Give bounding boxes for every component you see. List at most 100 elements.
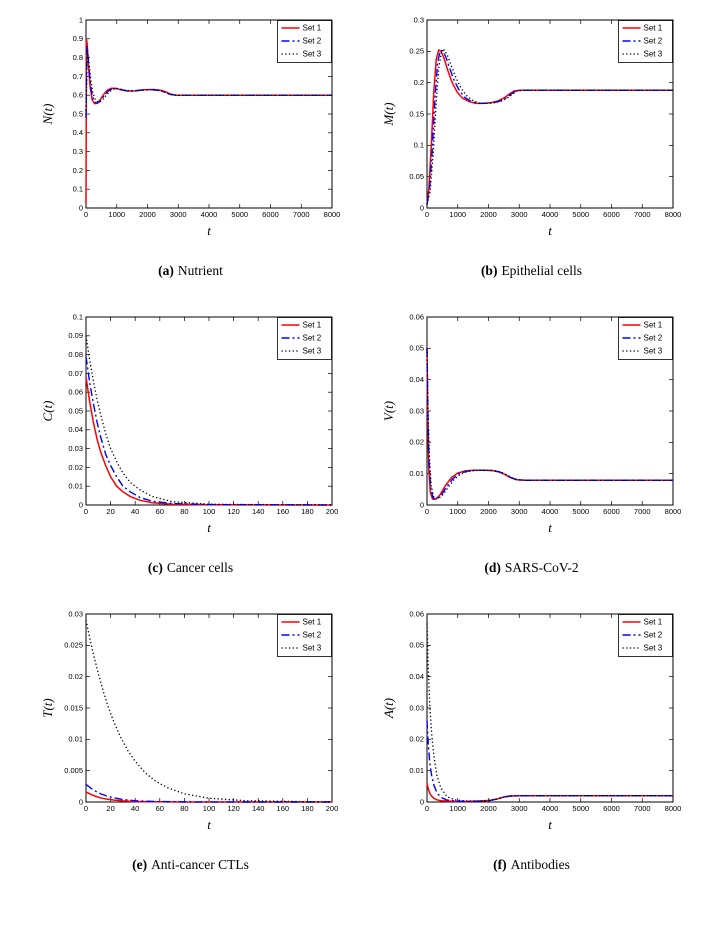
y-tick-label: 0.01 (68, 481, 83, 490)
x-tick-label: 3000 (510, 210, 527, 219)
y-axis-label: C(t) (40, 400, 55, 421)
x-tick-label: 100 (202, 507, 215, 516)
y-tick-label: 0.02 (68, 463, 83, 472)
caption-text: Nutrient (177, 263, 223, 278)
y-tick-label: 0 (78, 203, 82, 212)
x-axis-label: t (207, 817, 211, 832)
y-tick-label: 0.15 (409, 109, 424, 118)
y-tick-label: 0 (419, 203, 423, 212)
caption-tag: (b) (480, 263, 498, 278)
x-tick-label: 1000 (108, 210, 125, 219)
series-set-3 (425, 49, 673, 205)
x-tick-label: 6000 (603, 507, 620, 516)
legend-label: Set 2 (302, 37, 321, 46)
x-tick-label: 180 (301, 804, 314, 813)
x-axis-label: t (207, 520, 211, 535)
caption-e: (e) Anti-cancer CTLs (132, 856, 249, 873)
subplot-a-nutrient: 0 1000 2000 3000 4000 5000 6000 7000 8000 0 0.1 0.2… (40, 10, 342, 279)
legend-label: Set 3 (302, 346, 321, 355)
chart-canvas: 0 1000 2000 3000 4000 5000 6000 7000 8000 0 0.1 0.2… (40, 15, 340, 238)
plot-frame: 0 20 40 60 80 100 120 140 160 180 200 0 0.01 0.02 0.03… (68, 312, 338, 516)
x-tick-label: 3000 (169, 210, 186, 219)
subplot-c-cancer-cells: 0 20 40 60 80 100 120 140 160 180 200 0 0.01 0.02 0.03… (40, 307, 342, 576)
caption-text: Antibodies (510, 856, 570, 872)
y-axis-label: T(t) (40, 698, 55, 718)
legend-label: Set 3 (643, 50, 662, 59)
legend-label: Set 3 (643, 643, 662, 652)
x-tick-label: 7000 (633, 804, 650, 813)
y-axis-label: A(t) (381, 698, 396, 719)
chart-antibodies: 0 1000 2000 3000 4000 5000 6000 7000 8000 0 0.01 0.… (381, 604, 683, 842)
y-tick-label: 0.2 (413, 78, 423, 87)
x-tick-label: 8000 (664, 507, 681, 516)
y-tick-label: 1 (78, 15, 82, 24)
y-tick-label: 0 (78, 500, 82, 509)
y-tick-label: 0.01 (68, 734, 83, 743)
y-tick-label: 0.3 (413, 15, 423, 24)
chart-canvas: 0 20 40 60 80 100 120 140 160 180 200 0 0.005 0.01 0.0… (40, 609, 338, 832)
x-tick-label: 160 (276, 507, 289, 516)
legend-label: Set 2 (302, 630, 321, 639)
y-tick-label: 0.01 (409, 469, 424, 478)
axis-labels: t A(t) (381, 698, 552, 832)
series-set-1 (84, 376, 332, 506)
x-tick-label: 2000 (139, 210, 156, 219)
caption-b: (b) Epithelial cells (480, 263, 583, 279)
legend-label: Set 1 (302, 617, 321, 626)
chart-anti-cancer-ctls: 0 20 40 60 80 100 120 140 160 180 200 0 0.005 0.01 0.0… (40, 604, 342, 842)
y-tick-label: 0.03 (409, 703, 424, 712)
subplot-b-epithelial-cells: 0 1000 2000 3000 4000 5000 6000 7000 8000 0 0.05 0.… (381, 10, 683, 279)
x-tick-label: 6000 (603, 804, 620, 813)
x-tick-label: 5000 (572, 507, 589, 516)
series-set-2 (85, 783, 332, 803)
series-set-1 (85, 790, 332, 803)
y-tick-label: 0.08 (68, 350, 83, 359)
x-tick-label: 2000 (480, 804, 497, 813)
caption-text: Anti-cancer CTLs (151, 856, 249, 872)
chart-canvas: 0 20 40 60 80 100 120 140 160 180 200 0 0.01 0.02 0.03… (40, 312, 338, 535)
caption-a: (a) Nutrient (158, 263, 223, 279)
legend-label: Set 1 (302, 24, 321, 33)
y-tick-label: 0.01 (409, 766, 424, 775)
y-axis-label: V(t) (381, 401, 396, 421)
y-tick-label: 0.5 (72, 109, 82, 118)
x-tick-label: 1000 (449, 210, 466, 219)
subplot-d-sars-cov-2: 0 1000 2000 3000 4000 5000 6000 7000 8000 0 0.01 0.… (381, 307, 683, 576)
chart-epithelial-cells: 0 1000 2000 3000 4000 5000 6000 7000 8000 0 0.05 0.… (381, 10, 683, 248)
x-tick-label: 7000 (292, 210, 309, 219)
y-tick-label: 0.09 (68, 331, 83, 340)
legend-label: Set 2 (643, 37, 662, 46)
x-tick-label: 100 (202, 804, 215, 813)
x-tick-label: 0 (424, 507, 428, 516)
legend-label: Set 2 (643, 630, 662, 639)
x-axis-label: t (548, 520, 552, 535)
series-set-3 (425, 348, 673, 500)
caption-text: Epithelial cells (501, 263, 583, 278)
y-tick-label: 0.025 (64, 640, 83, 649)
legend: Set 1 Set 2 Set 3 (617, 613, 673, 657)
legend-label: Set 2 (643, 333, 662, 342)
figure-grid: 0 1000 2000 3000 4000 5000 6000 7000 8000 0 0.1 0.2… (24, 10, 698, 873)
axis-labels: t V(t) (381, 401, 552, 535)
x-tick-label: 8000 (323, 210, 340, 219)
y-tick-label: 0.05 (409, 640, 424, 649)
caption-tag: (f) (493, 856, 507, 872)
chart-cancer-cells: 0 20 40 60 80 100 120 140 160 180 200 0 0.01 0.02 0.03… (40, 307, 342, 545)
x-tick-label: 0 (83, 804, 87, 813)
x-tick-label: 8000 (664, 210, 681, 219)
x-tick-label: 200 (325, 804, 338, 813)
x-tick-label: 20 (106, 507, 114, 516)
y-tick-label: 0.25 (409, 47, 424, 56)
chart-canvas: 0 1000 2000 3000 4000 5000 6000 7000 8000 0 0.05 0.… (381, 15, 681, 238)
x-tick-label: 2000 (480, 507, 497, 516)
series-lines (425, 48, 673, 205)
series-lines (84, 619, 332, 803)
legend: Set 1 Set 2 Set 3 (617, 20, 673, 63)
legend-label: Set 3 (302, 50, 321, 59)
x-tick-label: 0 (83, 507, 87, 516)
axis-labels: t T(t) (40, 698, 211, 832)
y-tick-label: 0.07 (68, 369, 83, 378)
caption-tag: (d) (484, 559, 501, 575)
caption-d: (d) SARS-CoV-2 (484, 559, 578, 576)
caption-tag: (a) (158, 263, 174, 278)
